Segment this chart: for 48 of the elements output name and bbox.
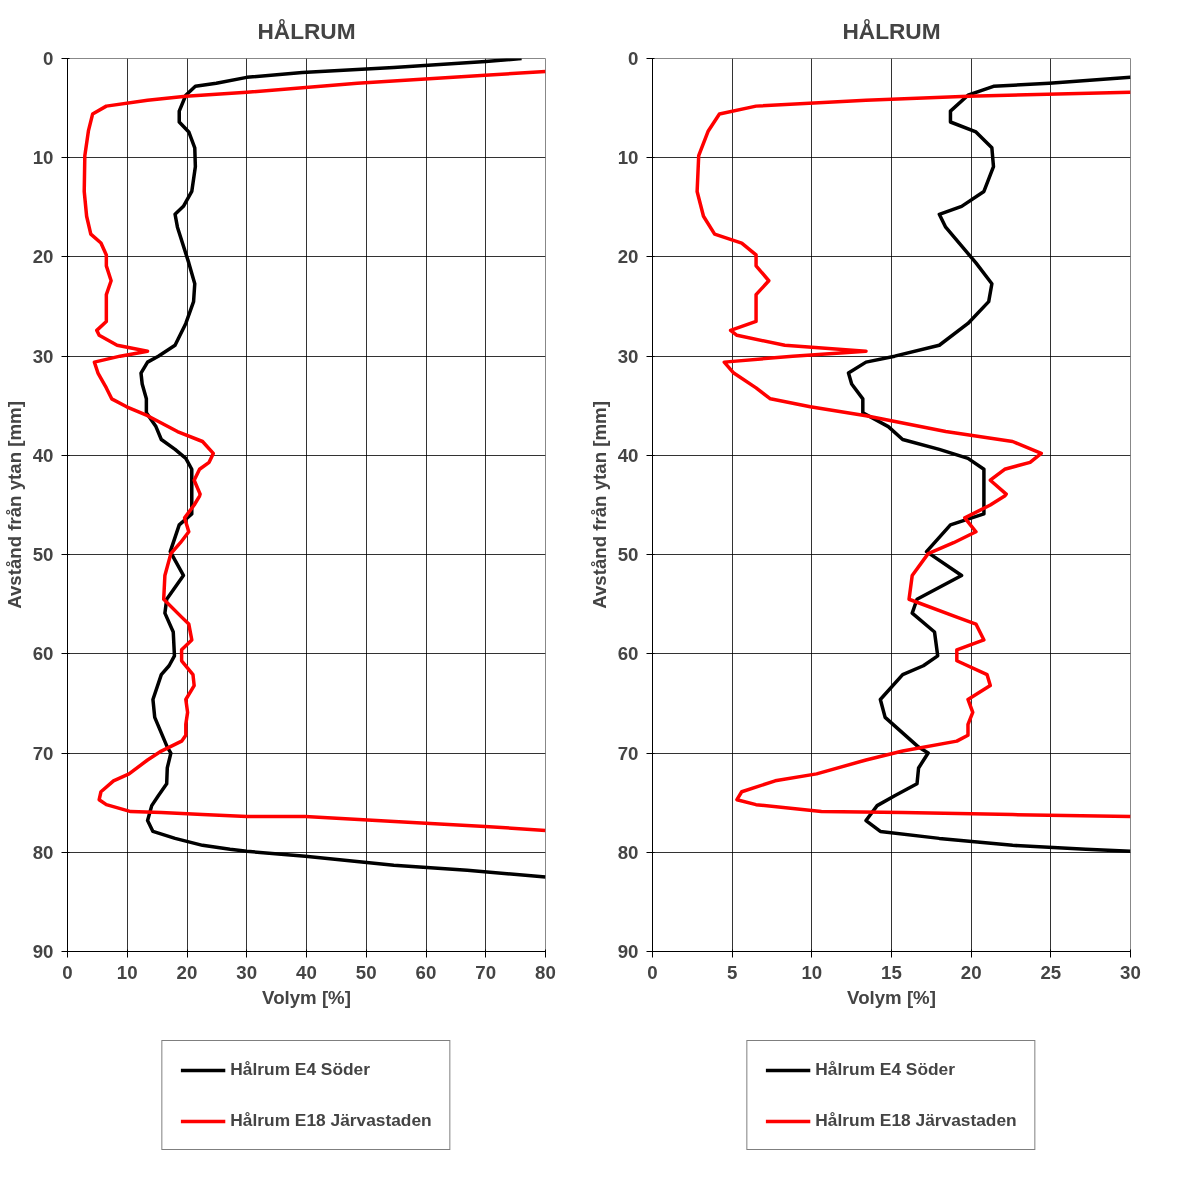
y-tick-label: 0	[628, 48, 639, 69]
x-tick-label: 50	[355, 961, 377, 983]
y-tick-label: 40	[617, 444, 639, 466]
y-tick-label: 60	[617, 643, 639, 665]
y-tick-label: 60	[32, 643, 54, 665]
y-tick-label: 30	[32, 345, 54, 367]
y-tick-label: 90	[32, 941, 54, 962]
legend-label: Hålrum E18 Järvastaden	[815, 1110, 1017, 1131]
x-tick-label: 10	[116, 961, 138, 983]
x-axis-title: Volym [%]	[262, 986, 351, 1008]
y-tick-label: 50	[617, 544, 639, 566]
y-tick-label: 80	[617, 841, 639, 863]
x-tick-label: 80	[535, 961, 556, 983]
x-tick-label: 10	[801, 961, 823, 983]
x-tick-label: 15	[881, 961, 902, 983]
line-series	[82, 69, 546, 833]
x-tick-label: 25	[1040, 961, 1062, 983]
legend-label: Hålrum E4 Söder	[230, 1059, 370, 1080]
y-tick-label: 10	[32, 147, 54, 169]
legend-label: Hålrum E4 Söder	[815, 1059, 955, 1080]
y-tick-label: 20	[32, 246, 54, 268]
y-axis-title: Avstånd från ytan [mm]	[3, 401, 25, 609]
x-tick-label: 40	[296, 961, 317, 983]
x-tick-label: 20	[176, 961, 198, 983]
line-series	[695, 90, 1131, 819]
x-tick-label: 20	[960, 961, 982, 983]
y-tick-label: 70	[617, 742, 639, 764]
y-tick-label: 30	[617, 345, 639, 367]
x-tick-label: 30	[1120, 961, 1141, 983]
y-tick-label: 70	[32, 742, 54, 764]
x-tick-label: 70	[475, 961, 497, 983]
chart-title: HÅLRUM	[842, 17, 941, 44]
x-tick-label: 30	[236, 961, 258, 983]
x-axis-title: Volym [%]	[847, 986, 936, 1008]
y-tick-label: 20	[617, 246, 639, 268]
x-tick-label: 0	[647, 961, 658, 983]
chart-title: HÅLRUM	[257, 17, 356, 44]
y-tick-label: 40	[32, 444, 54, 466]
x-tick-label: 60	[415, 961, 437, 983]
y-tick-label: 0	[43, 48, 54, 69]
legend-label: Hålrum E18 Järvastaden	[230, 1110, 432, 1131]
y-tick-label: 50	[32, 544, 54, 566]
y-tick-label: 80	[32, 841, 54, 863]
y-tick-label: 10	[617, 147, 639, 169]
x-tick-label: 0	[62, 961, 73, 983]
x-tick-label: 5	[726, 961, 738, 983]
y-tick-label: 90	[617, 941, 639, 962]
y-axis-title: Avstånd från ytan [mm]	[588, 401, 610, 609]
